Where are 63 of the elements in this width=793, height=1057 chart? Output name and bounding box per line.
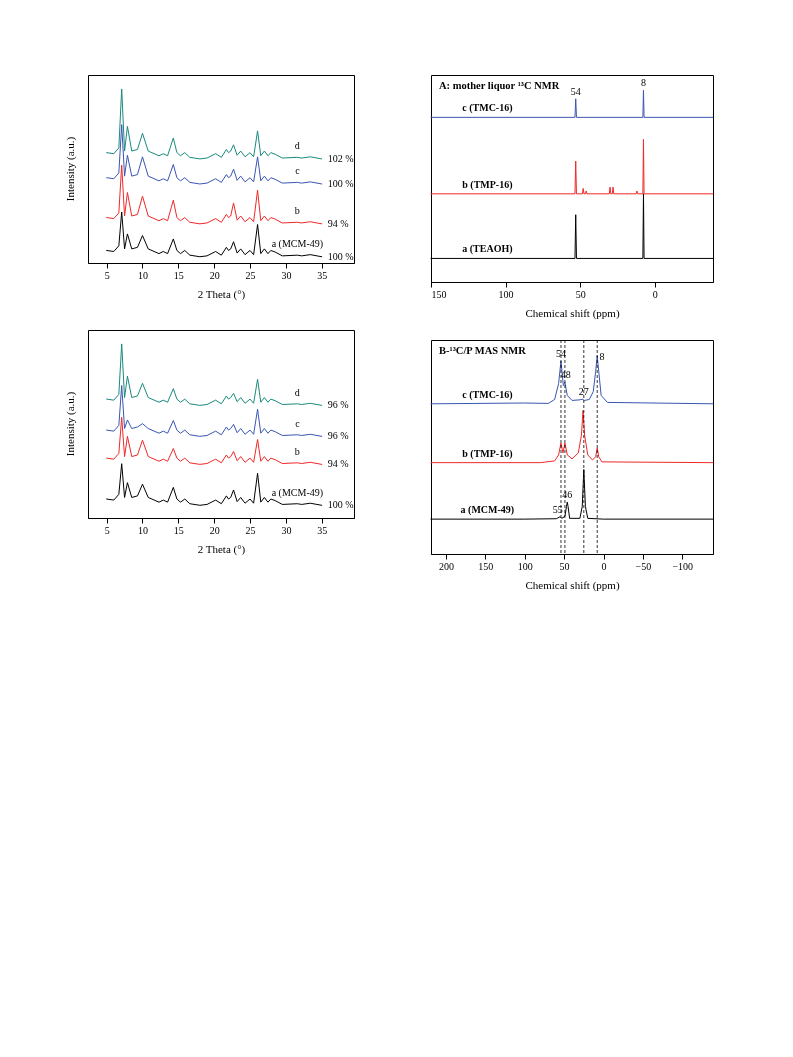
x-tick-label: 35	[317, 269, 328, 281]
y-axis-title: Intensity (a.u.)	[64, 136, 77, 202]
chart-title: A: mother liquor ¹³C NMR	[439, 80, 560, 91]
annotation: 100 %	[327, 250, 354, 262]
x-tick-label: 15	[173, 269, 184, 281]
x-tick-label: 5	[104, 269, 110, 281]
annotation: 8	[599, 350, 605, 362]
x-tick-label: 10	[137, 269, 148, 281]
annotation: 94 %	[327, 217, 349, 229]
x-tick-label: 25	[245, 524, 256, 536]
y-axis-title: Intensity (a.u.)	[64, 391, 77, 457]
annotation: 96 %	[327, 399, 349, 411]
x-tick-label: 15	[173, 524, 184, 536]
x-tick-label: 0	[601, 560, 607, 572]
x-tick-label: 100	[498, 288, 514, 300]
annotation: 96 %	[327, 430, 349, 442]
x-tick-label: 20	[209, 269, 220, 281]
x-tick-label: 0	[652, 288, 658, 300]
annotation: 102 %	[327, 152, 354, 164]
x-tick-label: 150	[478, 560, 494, 572]
series-label: c	[295, 417, 301, 429]
series-label: b	[294, 205, 300, 217]
x-tick-label: 50	[575, 288, 586, 300]
series-label: b	[294, 445, 300, 457]
x-tick-label: 10	[137, 524, 148, 536]
x-tick-label: 25	[245, 269, 256, 281]
annotation: 54	[555, 348, 566, 359]
series-label: c	[295, 165, 301, 177]
series-label: d	[294, 386, 300, 398]
x-tick-label: −100	[672, 560, 694, 572]
x-tick-label: −50	[635, 560, 652, 572]
x-axis-title: 2 Theta (°)	[197, 287, 246, 301]
x-tick-label: 30	[281, 524, 292, 536]
annotation: 55	[552, 503, 563, 515]
x-tick-label: 100	[517, 560, 533, 572]
series-label: a (TEAOH)	[462, 243, 513, 256]
series-label: a (MCM-49)	[460, 504, 515, 517]
annotation: 48	[560, 369, 571, 381]
series-label: c (TMC-16)	[462, 102, 513, 115]
annotation: 100 %	[327, 499, 354, 511]
x-tick-label: 35	[317, 524, 328, 536]
x-axis-title: 2 Theta (°)	[197, 542, 246, 556]
x-tick-label: 5	[104, 524, 110, 536]
x-tick-label: 150	[431, 288, 447, 300]
annotation: 46	[562, 489, 573, 501]
annotation: 100 %	[327, 177, 354, 189]
series-label: d	[294, 140, 300, 152]
x-axis-title: Chemical shift (ppm)	[525, 578, 620, 592]
annotation: 54	[570, 85, 581, 97]
series-label: a (MCM-49)	[271, 486, 324, 499]
x-tick-label: 20	[209, 524, 220, 536]
annotation: 27	[578, 386, 589, 398]
chart-title: B-¹³C/P MAS NMR	[439, 345, 527, 356]
series-label: b (TMP-16)	[462, 178, 513, 191]
x-tick-label: 30	[281, 269, 292, 281]
series-label: b (TMP-16)	[462, 447, 513, 460]
annotation: 94 %	[327, 458, 349, 470]
series-label: a (MCM-49)	[271, 238, 324, 251]
annotation: 8	[640, 77, 646, 89]
x-tick-label: 50	[559, 560, 570, 572]
x-tick-label: 200	[438, 560, 454, 572]
series-label: c (TMC-16)	[462, 388, 513, 401]
x-axis-title: Chemical shift (ppm)	[525, 306, 620, 320]
